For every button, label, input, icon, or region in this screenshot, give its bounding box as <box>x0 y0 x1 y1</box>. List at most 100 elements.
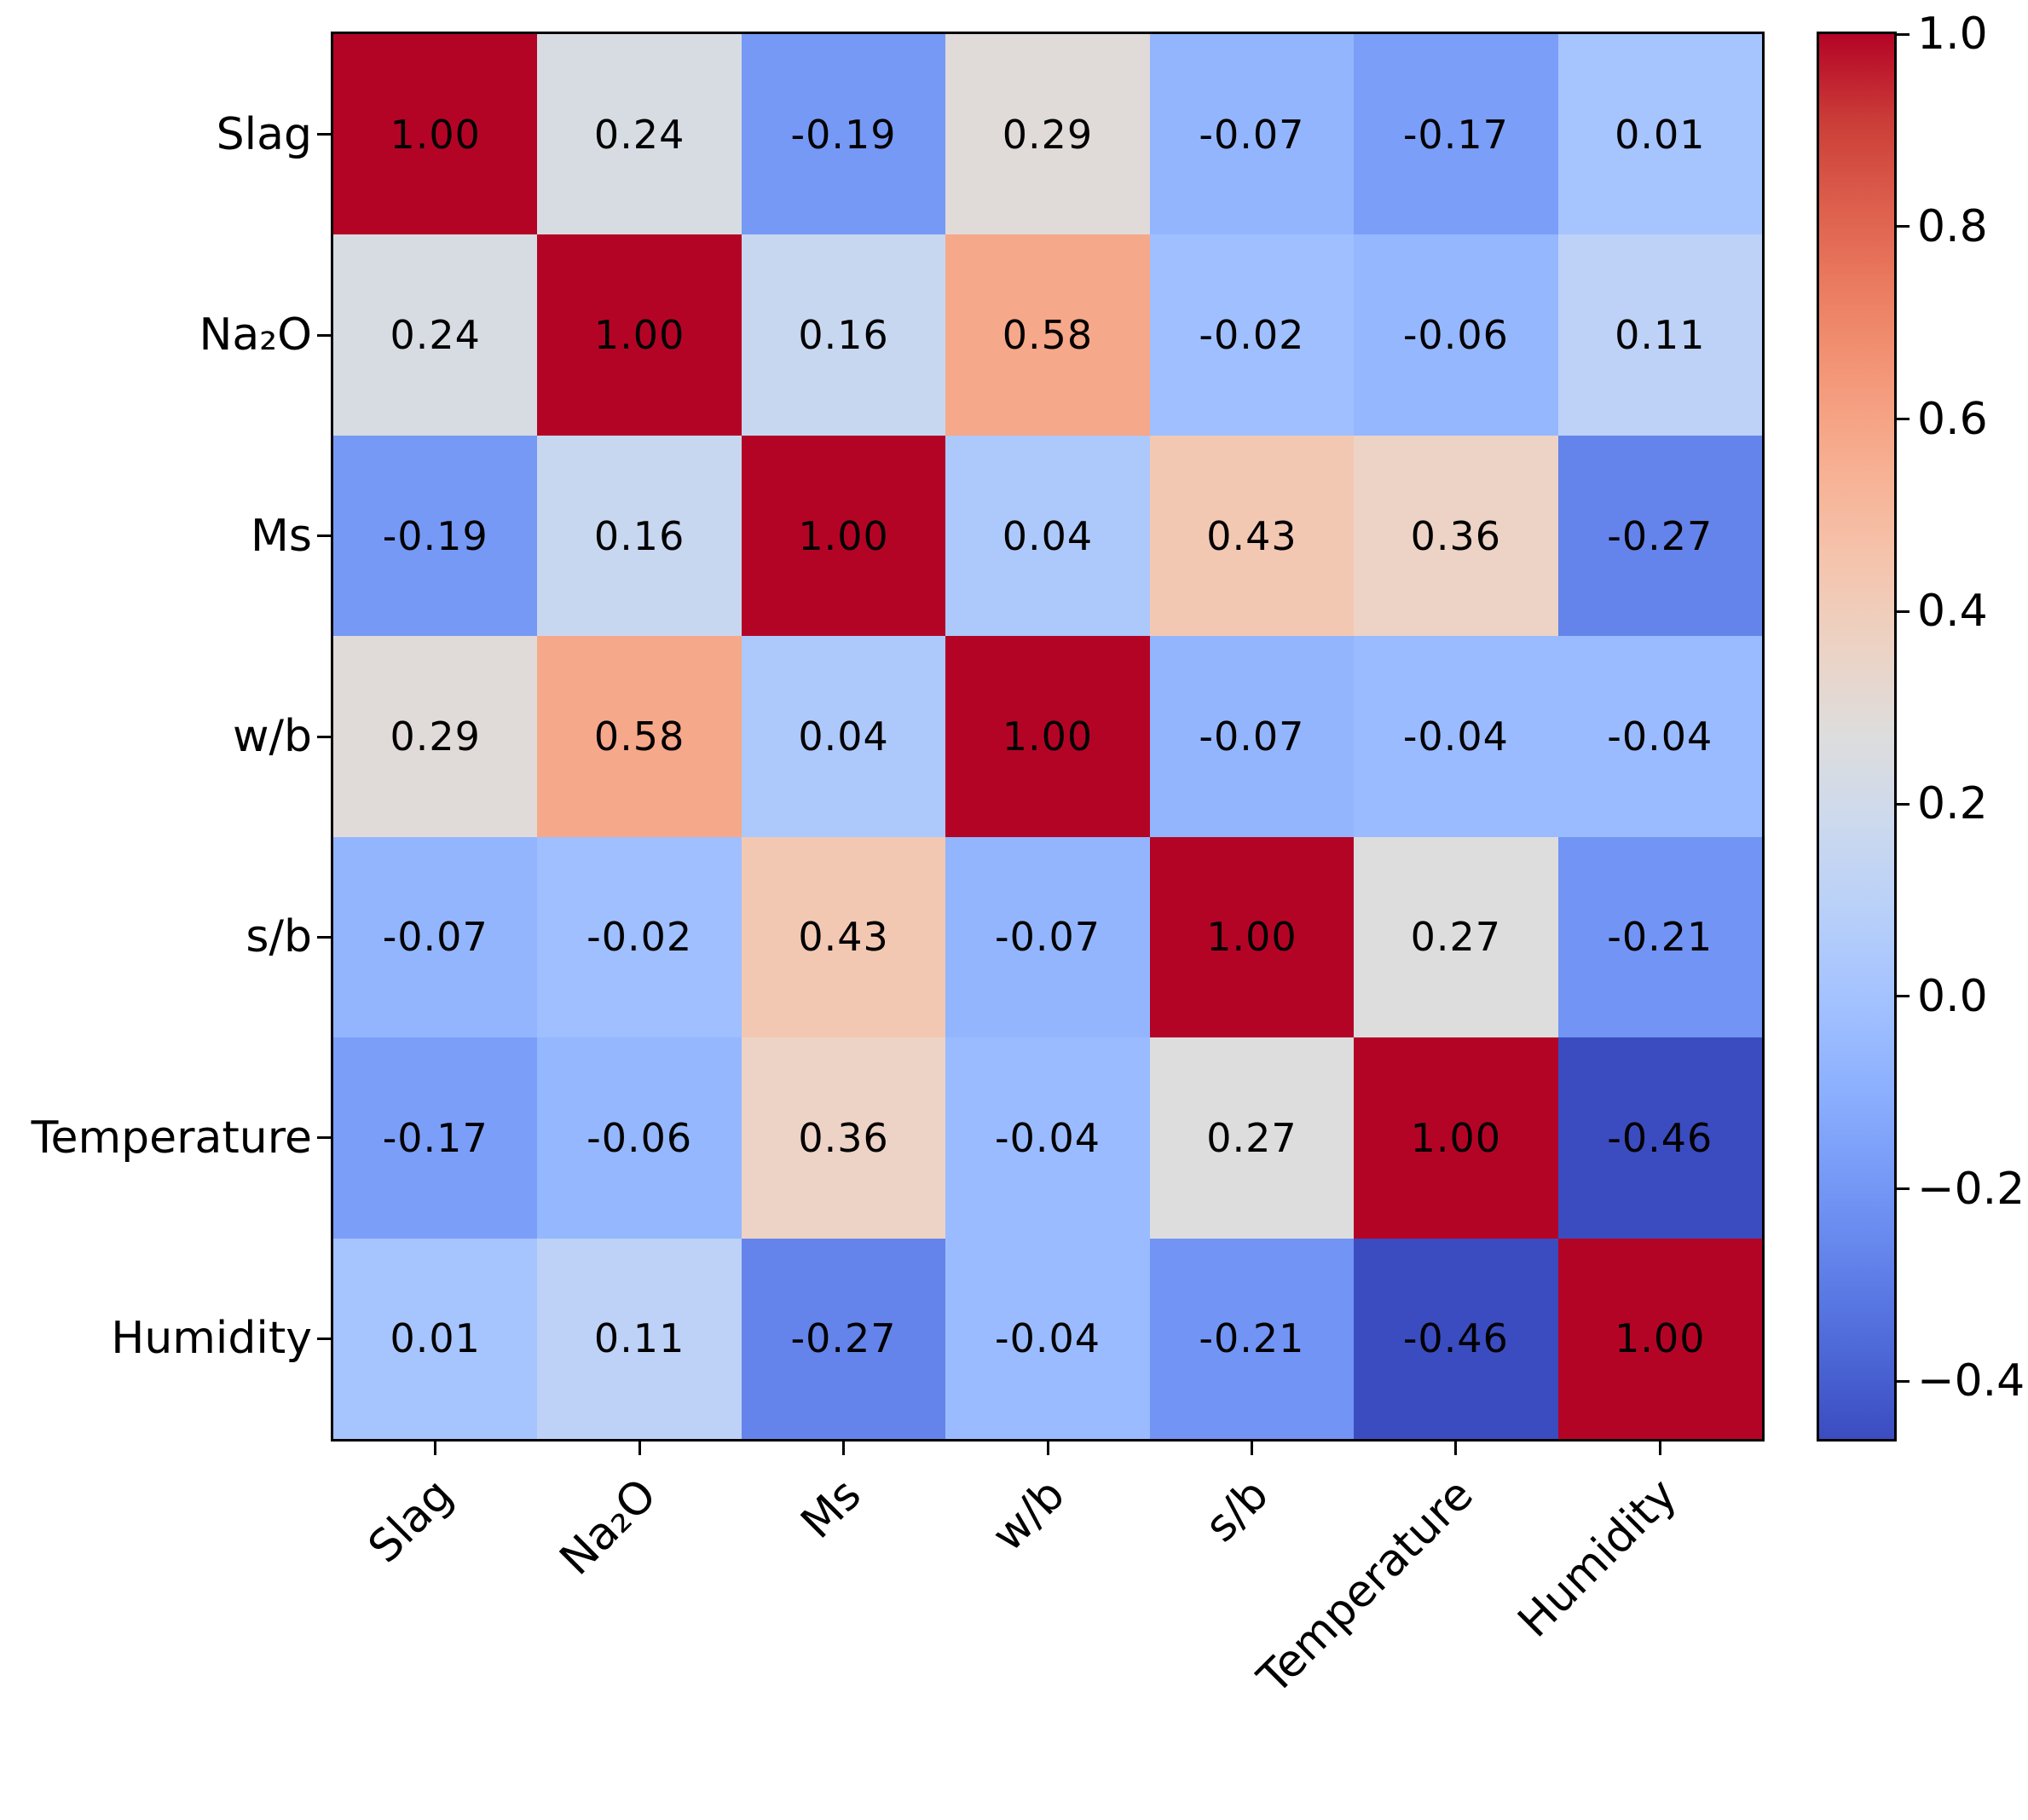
x-tick-label: s/b <box>1195 1469 1280 1552</box>
cell-value: 0.01 <box>390 1315 481 1362</box>
colorbar-tick-label: −0.2 <box>1917 1163 2025 1215</box>
y-tick-mark <box>317 333 331 337</box>
y-tick-label: Na₂O <box>199 309 312 361</box>
x-tick-label: w/b <box>982 1469 1075 1562</box>
cell-value: -0.04 <box>1607 713 1713 760</box>
heatmap-cell: -0.07 <box>1149 34 1355 235</box>
cell-value: 0.43 <box>798 914 889 961</box>
cell-value: 1.00 <box>593 312 685 359</box>
y-tick-label: w/b <box>232 711 312 762</box>
y-tick-mark <box>317 534 331 538</box>
heatmap-cell: -0.46 <box>1354 1238 1558 1439</box>
heatmap-cell: -0.04 <box>1354 636 1558 837</box>
y-tick-label: Slag <box>216 108 312 160</box>
colorbar-tick-mark <box>1894 1379 1910 1383</box>
heatmap-cell: -0.27 <box>741 1238 946 1439</box>
heatmap-cell: 0.43 <box>1149 435 1355 637</box>
heatmap-cell: -0.06 <box>1354 234 1558 436</box>
x-tick-label: Humidity <box>1508 1469 1688 1648</box>
cell-value: 0.29 <box>390 713 481 760</box>
heatmap-cell: 1.00 <box>537 234 742 436</box>
cell-value: 0.36 <box>798 1114 889 1161</box>
colorbar-tick-mark <box>1894 32 1910 36</box>
x-tick-label: Ms <box>791 1469 871 1549</box>
cell-value: 0.24 <box>390 312 481 359</box>
cell-value: -0.06 <box>1402 312 1509 359</box>
cell-value: -0.21 <box>1607 914 1713 961</box>
colorbar-tick-label: 0.0 <box>1917 970 1988 1022</box>
y-tick-mark <box>317 1337 331 1340</box>
colorbar-tick-mark <box>1894 418 1910 420</box>
cell-value: -0.19 <box>790 111 897 158</box>
y-tick-label: Temperature <box>31 1112 312 1164</box>
colorbar <box>1817 32 1897 1442</box>
heatmap-cell: -0.17 <box>1354 34 1558 235</box>
cell-value: 0.11 <box>1615 312 1706 359</box>
heatmap-cell: 0.11 <box>1557 234 1762 436</box>
cell-value: 1.00 <box>798 512 889 559</box>
heatmap-cell: 0.29 <box>945 34 1150 235</box>
colorbar-tick-mark <box>1894 1187 1910 1191</box>
heatmap-cell: -0.04 <box>945 1037 1150 1239</box>
colorbar-tick-label: 1.0 <box>1917 9 1988 60</box>
colorbar-gradient <box>1819 34 1894 1439</box>
heatmap-cell: 0.01 <box>1557 34 1762 235</box>
colorbar-tick-label: −0.4 <box>1917 1355 2025 1407</box>
cell-value: 0.16 <box>798 312 889 359</box>
heatmap-cell: -0.21 <box>1557 836 1762 1038</box>
y-tick-mark <box>317 935 331 939</box>
y-tick-mark <box>317 1136 331 1140</box>
cell-value: -0.04 <box>994 1114 1101 1161</box>
x-tick-mark <box>842 1442 846 1455</box>
colorbar-tick-label: 0.4 <box>1917 586 1988 638</box>
cell-value: -0.27 <box>1607 512 1713 559</box>
heatmap-cell: -0.04 <box>945 1238 1150 1439</box>
y-tick-mark <box>317 735 331 738</box>
cell-value: 0.36 <box>1410 512 1502 559</box>
colorbar-tick-mark <box>1894 610 1910 613</box>
cell-value: 0.24 <box>593 111 685 158</box>
x-tick-label: Slag <box>358 1469 463 1574</box>
cell-value: 1.00 <box>1615 1315 1706 1362</box>
heatmap-cell: 0.58 <box>945 234 1150 436</box>
heatmap-cell: -0.17 <box>333 1037 538 1239</box>
cell-value: -0.19 <box>382 512 488 559</box>
cell-value: -0.46 <box>1402 1315 1509 1362</box>
heatmap-cell: -0.07 <box>333 836 538 1038</box>
heatmap-cell: 1.00 <box>741 435 946 637</box>
cell-value: -0.17 <box>382 1114 488 1161</box>
heatmap-cell: 1.00 <box>1354 1037 1558 1239</box>
heatmap-cell: 0.11 <box>537 1238 742 1439</box>
cell-value: 1.00 <box>1002 713 1094 760</box>
cell-value: 0.16 <box>593 512 685 559</box>
colorbar-tick-label: 0.6 <box>1917 393 1988 445</box>
x-tick-mark <box>1658 1442 1661 1455</box>
heatmap-cell: 0.04 <box>741 636 946 837</box>
cell-value: 1.00 <box>1206 914 1297 961</box>
heatmap-cell: 1.00 <box>1557 1238 1762 1439</box>
heatmap-cell: 0.58 <box>537 636 742 837</box>
heatmap-cell: 0.24 <box>333 234 538 436</box>
heatmap-cell: 0.27 <box>1149 1037 1355 1239</box>
heatmap-cell: -0.19 <box>333 435 538 637</box>
cell-value: -0.04 <box>994 1315 1101 1362</box>
heatmap-cell: 0.16 <box>537 435 742 637</box>
heatmap-cell: 0.16 <box>741 234 946 436</box>
cell-value: -0.07 <box>382 914 488 961</box>
heatmap-cell: 0.36 <box>1354 435 1558 637</box>
heatmap-cell: -0.46 <box>1557 1037 1762 1239</box>
cell-value: -0.02 <box>586 914 693 961</box>
cell-value: 1.00 <box>1410 1114 1502 1161</box>
heatmap-cell: -0.02 <box>537 836 742 1038</box>
heatmap-cell: 0.24 <box>537 34 742 235</box>
cell-value: -0.07 <box>1199 713 1305 760</box>
y-tick-mark <box>317 133 331 136</box>
colorbar-tick-label: 0.2 <box>1917 778 1988 829</box>
cell-value: 1.00 <box>390 111 481 158</box>
heatmap-cell: 0.29 <box>333 636 538 837</box>
cell-value: 0.58 <box>593 713 685 760</box>
heatmap-cell: 0.36 <box>741 1037 946 1239</box>
cell-value: -0.07 <box>1199 111 1305 158</box>
x-tick-mark <box>1250 1442 1253 1455</box>
heatmap-cell: 0.27 <box>1354 836 1558 1038</box>
